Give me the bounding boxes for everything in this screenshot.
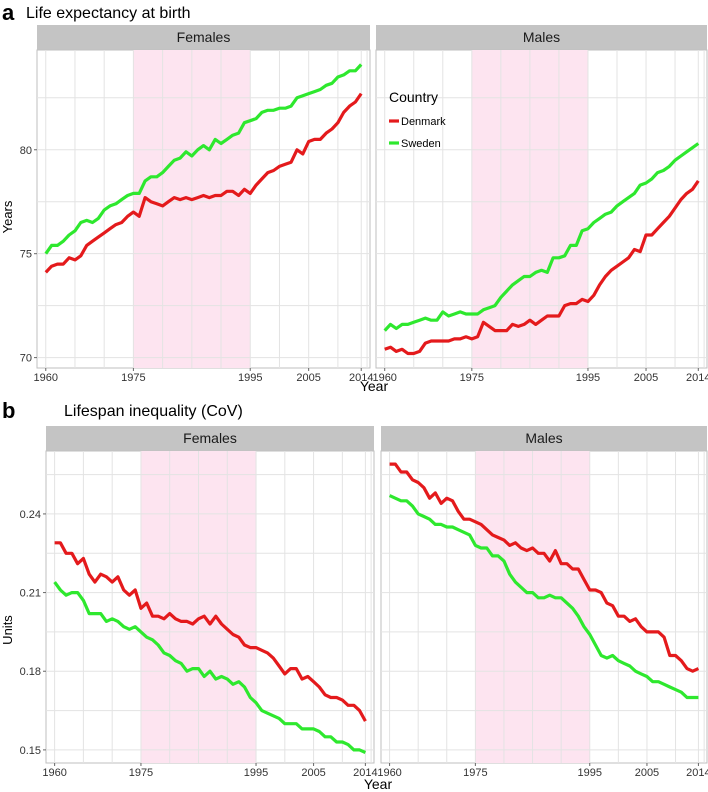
legend: Country Denmark Sweden <box>389 89 446 150</box>
x-tick-label: 1975 <box>121 372 145 384</box>
y-tick-label: 70 <box>20 353 32 365</box>
series-line-sweden <box>388 494 699 700</box>
facet-strip-label: Males <box>523 29 560 45</box>
facet-strip <box>37 25 370 50</box>
x-tick-label: 1960 <box>372 372 396 384</box>
panel-a-xlabel: Year <box>360 378 389 394</box>
y-tick-label: 0.15 <box>20 745 41 757</box>
chart-panel-b: Females 1960 1975 1995 2005 2014 0.15 0.18 0.21 0… <box>20 426 708 779</box>
x-tick-label: 1960 <box>377 767 401 779</box>
x-tick-label: 2014 <box>686 767 708 779</box>
x-tick-label: 1995 <box>578 767 602 779</box>
y-tick-label: 0.18 <box>20 666 41 678</box>
x-tick-label: 1975 <box>460 372 484 384</box>
legend-label-denmark: Denmark <box>401 116 446 128</box>
x-tick-label: 2005 <box>635 767 659 779</box>
x-tick-label: 1975 <box>463 767 487 779</box>
plot-area: Females 1960 1975 1995 2005 2014 70 75 80 Males 19… <box>20 25 708 779</box>
legend-title: Country <box>389 89 438 105</box>
facet-strip <box>381 426 707 451</box>
y-tick-label: 75 <box>20 249 32 261</box>
y-tick-label: 0.24 <box>20 509 41 521</box>
series-line-denmark <box>54 541 367 722</box>
series-line-sweden <box>383 142 700 332</box>
facet-females-b: Females 1960 1975 1995 2005 2014 0.15 0.18 0.21 0… <box>20 426 378 779</box>
x-tick-label: 2005 <box>296 372 320 384</box>
x-tick-label: 1995 <box>244 767 268 779</box>
x-tick-label: 2005 <box>634 372 658 384</box>
facet-males-b: Males 1960 1975 1995 2005 2014 <box>377 426 708 779</box>
panel-a-letter: a <box>2 0 15 25</box>
x-tick-label: 2014 <box>353 767 377 779</box>
facet-strip-label: Males <box>525 430 562 446</box>
panel-b-title: Lifespan inequality (CoV) <box>64 403 243 420</box>
facet-strip-label: Females <box>177 29 231 45</box>
x-tick-label: 2014 <box>686 372 708 384</box>
facet-females-a: Females 1960 1975 1995 2005 2014 70 75 80 <box>20 25 373 384</box>
panel-b-xlabel: Year <box>364 776 393 792</box>
facet-strip <box>46 426 374 451</box>
panel-a-ylabel: Years <box>0 200 15 233</box>
facet-males-a: Males 1960 1975 1995 2005 2014 Country Denmark S… <box>372 25 708 384</box>
x-tick-label: 1960 <box>42 767 66 779</box>
x-tick-label: 1960 <box>34 372 58 384</box>
series-line-denmark <box>389 462 700 673</box>
x-tick-label: 2005 <box>301 767 325 779</box>
chart-panel-a: Females 1960 1975 1995 2005 2014 70 75 80 Males 19… <box>20 25 708 384</box>
series-line-denmark <box>44 92 363 274</box>
series-line-sweden <box>53 581 367 754</box>
x-tick-label: 1995 <box>238 372 262 384</box>
facet-strip <box>376 25 707 50</box>
facet-strip-label: Females <box>183 430 237 446</box>
y-tick-label: 0.21 <box>20 588 41 600</box>
y-tick-label: 80 <box>20 145 32 157</box>
x-tick-label: 1995 <box>576 372 600 384</box>
x-tick-label: 2014 <box>349 372 373 384</box>
series-line-denmark <box>384 179 700 356</box>
panel-b-ylabel: Units <box>0 615 15 645</box>
x-tick-label: 1975 <box>129 767 153 779</box>
panel-a-title: Life expectancy at birth <box>26 5 191 22</box>
panel-b-letter: b <box>2 398 15 423</box>
legend-label-sweden: Sweden <box>401 138 441 150</box>
series-line-sweden <box>44 63 363 255</box>
